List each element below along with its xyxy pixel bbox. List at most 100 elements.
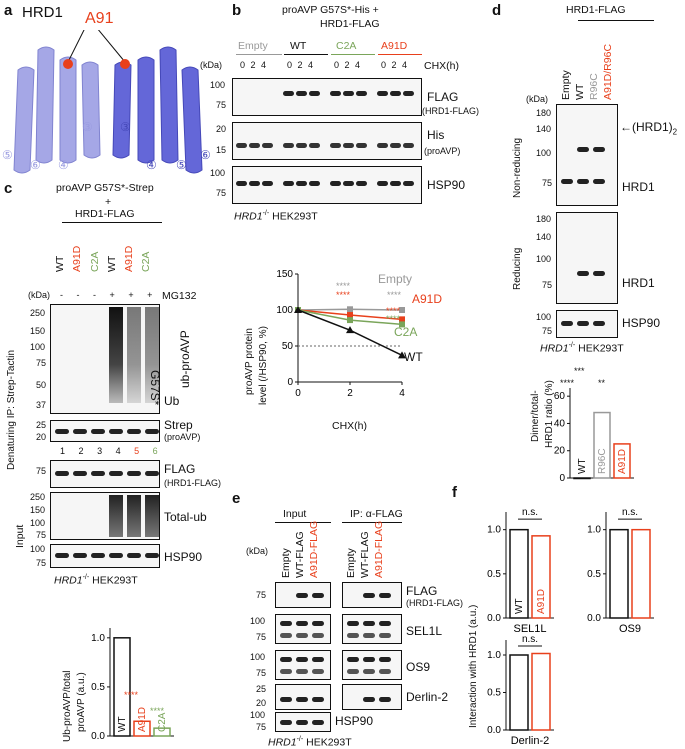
blot-band [377, 91, 388, 96]
blot-band [363, 593, 375, 598]
blot-band [343, 181, 354, 186]
ip-header: IP: α-FLAG [350, 508, 403, 520]
mw-mark: 140 [536, 232, 552, 242]
y-tick-label: 1.0 [587, 525, 601, 536]
blot-band [296, 720, 308, 725]
group-c2a: C2A [336, 40, 357, 52]
blot-band [330, 91, 341, 96]
blot-band [347, 633, 359, 638]
ub-smear [127, 495, 141, 537]
panel-c-title2: HRD1-FLAG [75, 208, 135, 220]
lane-label: Empty [280, 548, 292, 578]
blot-band [363, 621, 375, 626]
y-tick-label: 100 [276, 305, 293, 316]
cell-line-e: HRD1-/- HEK293T [268, 736, 352, 749]
lane-label: C2A [89, 251, 101, 272]
blot-e-input-derlin2 [275, 684, 331, 710]
panel-b-title: proAVP G57S*-His + [282, 4, 379, 16]
blot-band [296, 91, 307, 96]
data-point [294, 306, 302, 313]
blot-label-hsp90: HSP90 [164, 550, 203, 564]
sig-stars: **** [386, 314, 401, 324]
blot-ub-proavp [50, 304, 160, 414]
panel-e-letter: e [232, 490, 241, 507]
helix-label: ⑥ [30, 158, 41, 172]
blot-band [309, 143, 320, 148]
sig-stars: ** [598, 378, 606, 388]
bar-wt [509, 654, 529, 731]
helix-left-2 [35, 46, 55, 164]
blot-sublabel: (proAVP) [424, 146, 461, 156]
blot-sublabel: (HRD1-FLAG) [422, 106, 480, 116]
kda-label: (kDa) [246, 546, 268, 556]
blot-band [577, 147, 589, 152]
x-tick-label: 0 [295, 388, 301, 399]
y-tick-label: 0.0 [587, 613, 601, 624]
blot-hsp90-c [50, 544, 160, 568]
blot-band [363, 633, 375, 638]
blot-label-strep: Strep [164, 418, 193, 432]
blot-band [236, 143, 247, 148]
blot-band [593, 321, 605, 326]
blot-band [145, 429, 159, 434]
blot-band [109, 553, 123, 558]
chart-name: SEL1L [513, 623, 546, 635]
sig-stars: **** [150, 706, 165, 716]
blot-band [283, 91, 294, 96]
blot-label-hsp90: HSP90 [335, 714, 374, 728]
lane-label: WT-FLAG [359, 531, 371, 578]
y-tick-label: 1.0 [91, 633, 105, 644]
blot-band [73, 471, 87, 476]
blot-band [312, 621, 324, 626]
blot-band [280, 720, 292, 725]
bar-wt [113, 637, 131, 737]
g57s-label: G57S* [148, 370, 162, 406]
mw-mark: 75 [256, 590, 267, 600]
mw-mark: 250 [30, 492, 46, 502]
blot-band [91, 429, 105, 434]
helix-left-3 [59, 56, 77, 164]
blot-his [232, 122, 422, 160]
blot-band [309, 91, 320, 96]
cell-line-b: HRD1-/- HEK293T [234, 210, 318, 223]
helix-label: ④ [146, 158, 157, 172]
blot-band [262, 143, 273, 148]
blot-band [145, 471, 159, 476]
blot-sublabel: (proAVP) [164, 432, 201, 442]
bar-label: WT [117, 716, 128, 732]
blot-band [379, 621, 391, 626]
mw-mark: 75 [542, 326, 553, 336]
blot-band [309, 181, 320, 186]
f-bar-charts: 0.00.51.0WT A91Dn.s.SEL1L0.00.51.0n.s.OS9… [487, 507, 654, 747]
mw-mark: 100 [536, 254, 552, 264]
blot-band [356, 91, 367, 96]
mw-mark: 100 [30, 544, 46, 554]
blot-band [280, 669, 292, 674]
ub-smear [145, 495, 159, 537]
y-tick-label: 0 [559, 473, 565, 484]
blot-label-flag: FLAG [164, 462, 196, 476]
bar-a91d [631, 528, 651, 619]
bar-label: R96C [597, 448, 608, 474]
helix-left-4 [81, 61, 101, 159]
mw-mark: 75 [36, 530, 47, 540]
blot-band [296, 143, 307, 148]
data-point [399, 307, 405, 313]
blot-band [363, 669, 375, 674]
kda-label: (kDa) [526, 94, 548, 104]
mw-mark: 100 [536, 148, 552, 158]
lane-label: WT [574, 83, 586, 100]
helix-label: ③ [120, 120, 131, 134]
blot-e-ip-flag [342, 582, 402, 608]
mw-mark: 75 [542, 280, 553, 290]
x-tick-label: 4 [399, 388, 405, 399]
bar-a91d [531, 652, 551, 731]
mw-mark: 20 [256, 698, 267, 708]
blot-band [312, 669, 324, 674]
blot-flag-c [50, 460, 160, 488]
helix-label: ⑥ [200, 148, 211, 162]
y-tick-label: 0.0 [487, 613, 501, 624]
b-chart-xlabel: CHX(h) [332, 420, 368, 432]
residue-label: A91 [85, 10, 114, 27]
panel-c-plus: + [105, 196, 112, 208]
